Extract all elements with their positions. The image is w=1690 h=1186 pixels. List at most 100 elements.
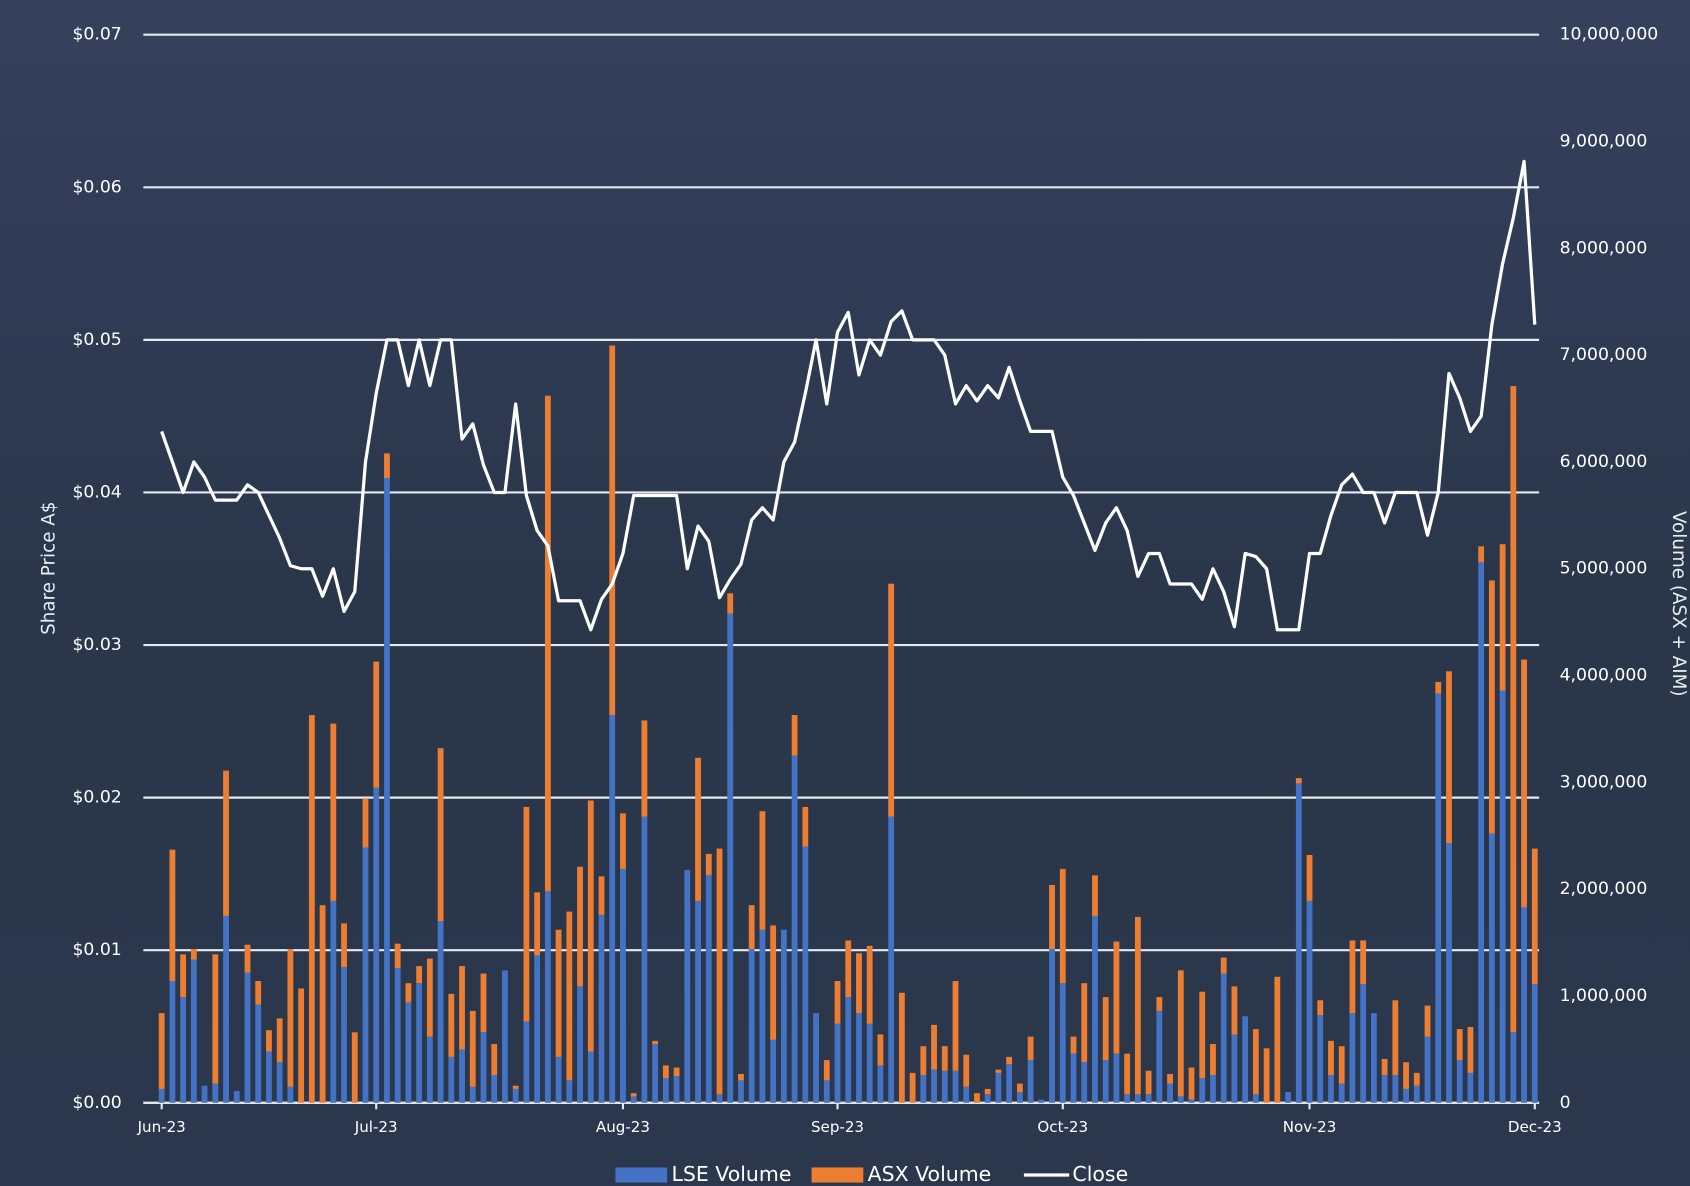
bar <box>405 1002 411 1102</box>
y-tick-label: $0.00 <box>72 1093 121 1113</box>
bar <box>1060 983 1066 1103</box>
bar <box>1532 984 1538 1103</box>
bar <box>1360 940 1366 984</box>
bar <box>1103 997 1109 1060</box>
bar <box>1156 997 1162 1011</box>
bar <box>1468 1073 1474 1103</box>
bar <box>1264 1048 1270 1102</box>
bar <box>856 1013 862 1103</box>
bar <box>1006 1064 1012 1102</box>
bar <box>1092 875 1098 916</box>
bar <box>330 724 336 901</box>
bar <box>963 1087 969 1103</box>
bar <box>663 1078 669 1103</box>
bar <box>888 584 894 817</box>
y2-tick-label: 6,000,000 <box>1560 452 1648 472</box>
bar <box>878 1034 884 1065</box>
bar <box>824 1080 830 1102</box>
y-tick-label: $0.04 <box>72 482 121 502</box>
bar <box>1253 1029 1259 1094</box>
bar <box>245 945 251 973</box>
bar <box>1274 977 1280 1103</box>
bar <box>395 944 401 969</box>
y-tick-label: $0.01 <box>72 940 121 960</box>
bar <box>1189 1100 1195 1103</box>
bar <box>749 905 755 949</box>
bar <box>727 614 733 1103</box>
bar <box>1038 1100 1044 1103</box>
bar <box>781 930 787 1103</box>
bar <box>438 748 444 921</box>
y2-tick-label: 5,000,000 <box>1560 559 1648 579</box>
x-tick-label: Nov-23 <box>1283 1118 1337 1136</box>
y-tick-label: $0.06 <box>72 177 121 197</box>
bar <box>663 1065 669 1078</box>
bar <box>1350 940 1356 1013</box>
bar <box>566 912 572 1081</box>
bar <box>802 846 808 1102</box>
bar <box>599 876 605 914</box>
bar <box>405 983 411 1002</box>
bar <box>674 1076 680 1103</box>
bar <box>1478 546 1484 562</box>
bar <box>212 954 218 1083</box>
bar <box>159 1013 165 1089</box>
bar <box>545 891 551 1102</box>
bar <box>674 1068 680 1077</box>
x-tick-label: Oct-23 <box>1037 1118 1088 1136</box>
bar <box>491 1075 497 1103</box>
bar <box>1232 986 1238 1034</box>
bar <box>556 1057 562 1103</box>
bar <box>481 1032 487 1102</box>
bar <box>1296 778 1302 783</box>
bar <box>287 949 293 1087</box>
y-tick-label: $0.05 <box>72 330 121 350</box>
bar <box>792 715 798 756</box>
bar <box>255 981 261 1004</box>
bar <box>652 1044 658 1103</box>
bar <box>1092 916 1098 1103</box>
bar <box>1071 1054 1077 1103</box>
bar <box>459 1049 465 1102</box>
bar <box>920 1046 926 1075</box>
bar <box>985 1089 991 1094</box>
bar <box>255 1005 261 1103</box>
y-tick-label: $0.07 <box>72 25 121 45</box>
bar <box>942 1071 948 1103</box>
bar <box>1392 1000 1398 1075</box>
bar <box>620 869 626 1103</box>
bar <box>749 949 755 1103</box>
bar <box>427 959 433 1037</box>
bar <box>1114 1054 1120 1103</box>
bar <box>588 1052 594 1103</box>
bar <box>223 916 229 1103</box>
bar <box>1242 1016 1248 1103</box>
bar <box>384 478 390 1103</box>
bar <box>277 1018 283 1062</box>
bar <box>448 1057 454 1103</box>
bar <box>717 1094 723 1103</box>
chart: Share Price A$ Volume (ASX + AIM) $0.00$… <box>0 0 1690 1186</box>
bar <box>1446 843 1452 1103</box>
bar <box>309 715 315 1103</box>
bar <box>1489 580 1495 833</box>
bar <box>459 966 465 1049</box>
bar <box>899 993 905 1103</box>
bar <box>1478 562 1484 1102</box>
bar <box>1232 1034 1238 1102</box>
bar <box>953 1071 959 1103</box>
bar <box>1146 1094 1152 1103</box>
bar <box>620 813 626 869</box>
bar <box>470 1087 476 1103</box>
bar <box>1414 1073 1420 1086</box>
bar <box>1425 1006 1431 1037</box>
bar <box>738 1080 744 1102</box>
bar <box>1135 1094 1141 1103</box>
legend-label: ASX Volume <box>868 1162 992 1186</box>
bar <box>341 923 347 967</box>
bar <box>234 1091 240 1103</box>
bar <box>416 983 422 1103</box>
bar <box>1006 1057 1012 1064</box>
bar <box>1414 1086 1420 1103</box>
bar <box>802 807 808 847</box>
